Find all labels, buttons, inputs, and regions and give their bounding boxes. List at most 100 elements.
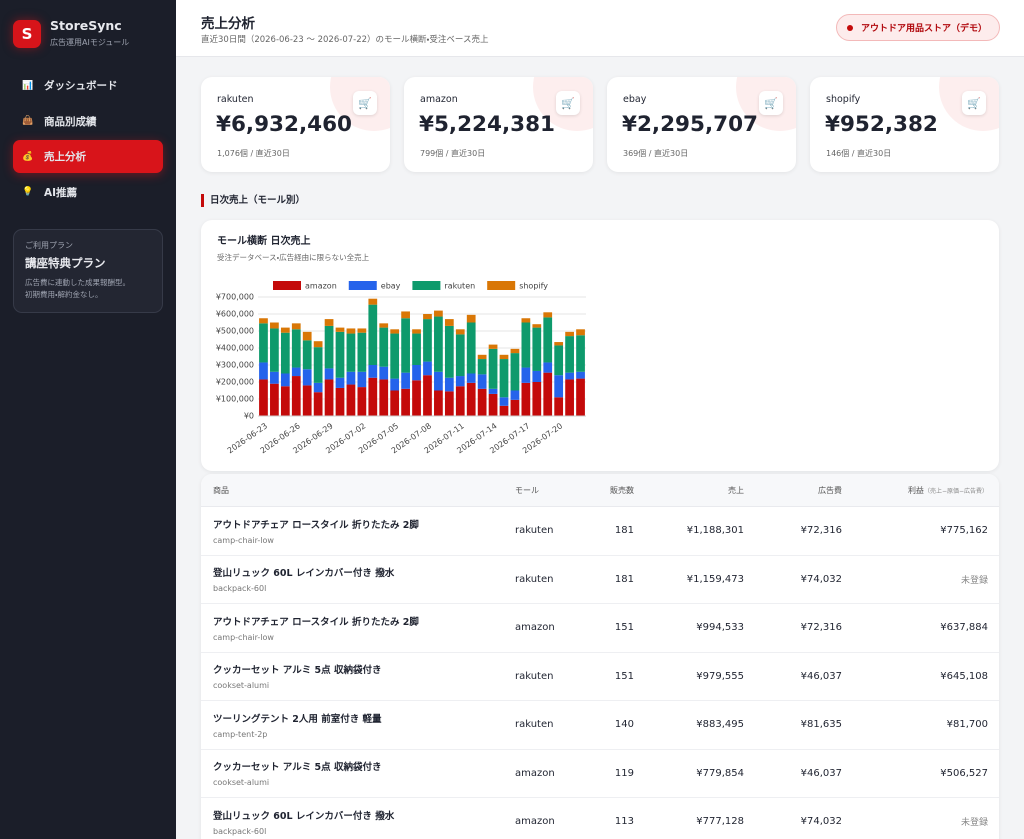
bar-segment: [401, 388, 410, 416]
kpi-sub: 146個 / 直近30日: [826, 149, 892, 158]
product-sku: camp-chair-low: [213, 632, 274, 642]
bar-segment: [302, 369, 312, 386]
product-name: アウトドアチェア ロースタイル 折りたたみ 2脚: [213, 616, 419, 628]
bar-segment: [291, 329, 301, 368]
profit-cell: ¥645,108: [940, 670, 988, 682]
store-badge[interactable]: アウトドア用品ストア（デモ）: [835, 14, 1000, 41]
bar-segment: [543, 317, 553, 363]
bar-segment: [324, 379, 334, 416]
bar-segment: [543, 362, 553, 373]
bar-segment: [280, 327, 290, 333]
mall-cell: amazon: [515, 816, 555, 828]
bar-segment: [357, 328, 367, 333]
bar-segment: [532, 382, 542, 416]
table-row: アウトドアチェア ロースタイル 折りたたみ 2脚 camp-chair-low ra…: [201, 507, 999, 556]
chart-subtitle: 受注データベース・広告経由に限らない全売上: [217, 252, 370, 262]
product-cell: アウトドアチェア ロースタイル 折りたたみ 2脚 camp-chair-low: [213, 614, 515, 642]
y-tick-label: ¥200,000: [216, 378, 254, 387]
chart-card: モール横断 日次売上 受注データベース・広告経由に限らない全売上 ¥0 ¥100,…: [201, 220, 999, 471]
table-row: アウトドアチェア ロースタイル 折りたたみ 2脚 camp-chair-low am…: [201, 604, 999, 653]
nav-item[interactable]: 💰 売上分析: [13, 140, 163, 173]
table-row: 登山リュック 60L レインカバー付き 撥水 backpack-60l amazon…: [201, 798, 999, 839]
bar-segment: [313, 347, 323, 383]
bar-segment: [444, 377, 454, 392]
product-cell: アウトドアチェア ロースタイル 折りたたみ 2脚 camp-chair-low: [213, 517, 515, 545]
bar-segment: [488, 344, 498, 349]
y-tick-label: ¥100,000: [216, 395, 254, 404]
bar-segment: [280, 386, 290, 416]
bar-segment: [270, 371, 279, 384]
ad-cell: ¥46,037: [800, 670, 842, 682]
kpi-mall: shopify: [826, 94, 861, 105]
qty-cell: 151: [614, 622, 634, 634]
bar-segment: [401, 372, 410, 389]
product-name: アウトドアチェア ロースタイル 折りたたみ 2脚: [213, 519, 419, 531]
bar-segment: [259, 379, 268, 416]
profit-cell: 未登録: [960, 818, 988, 829]
bar-segment: [499, 397, 509, 406]
bar-segment: [455, 329, 465, 335]
nav: 📊 ダッシュボード 👜 商品別成績 💰 売上分析 💡 AI推薦: [13, 69, 163, 211]
bar-segment: [379, 323, 389, 328]
kpi-value: ¥2,295,707: [622, 112, 759, 137]
bar-segment: [423, 375, 432, 416]
bar-segment: [368, 377, 378, 416]
sales-cell: ¥883,495: [696, 719, 744, 731]
nav-item[interactable]: 📊 ダッシュボード: [13, 69, 163, 102]
ad-cell: ¥72,316: [800, 525, 842, 537]
bar-segment: [357, 332, 367, 372]
kpi-mall: amazon: [420, 94, 458, 105]
product-sku: camp-chair-low: [213, 535, 274, 545]
bar-segment: [423, 319, 432, 362]
kpi-card: 🛒 shopify ¥952,382 146個 / 直近30日: [810, 77, 999, 172]
column-header: 利益（売上−原価−広告費）: [907, 485, 988, 495]
page-subtitle: 直近30日間（2026-06-23 〜 2026-07-22）のモール横断・受注…: [201, 35, 489, 45]
product-name: クッカーセット アルミ 5点 収納袋付き: [213, 762, 382, 774]
ad-cell: ¥81,635: [800, 719, 842, 731]
legend-swatch: [273, 281, 301, 290]
kpi-value: ¥5,224,381: [419, 112, 556, 137]
kpi-value: ¥6,932,460: [216, 112, 353, 137]
bar-segment: [543, 372, 553, 416]
sales-cell: ¥1,159,473: [686, 573, 744, 585]
nav-item[interactable]: 💡 AI推薦: [13, 176, 163, 209]
sales-cell: ¥994,533: [696, 622, 744, 634]
bar-segment: [401, 318, 410, 373]
legend-swatch: [348, 281, 377, 290]
bar-segment: [543, 312, 553, 318]
bar-segment: [455, 376, 465, 387]
ad-cell: ¥74,032: [800, 816, 842, 828]
section-title: 日次売上（モール別）: [201, 194, 305, 207]
nav-icon: 💡: [22, 187, 34, 197]
kpi-sub: 799個 / 直近30日: [420, 149, 486, 158]
bar-segment: [423, 361, 432, 376]
legend-swatch: [412, 281, 441, 290]
bar-segment: [412, 333, 421, 365]
bar-segment: [488, 388, 498, 394]
bar-segment: [532, 370, 542, 382]
bar-segment: [488, 393, 498, 416]
plan-box: ご利用プラン 講座特典プラン 広告費に連動した成果報酬型。 初期費用・解約金なし…: [13, 229, 163, 313]
kpi-card: 🛒 ebay ¥2,295,707 369個 / 直近30日: [607, 77, 796, 172]
product-name: クッカーセット アルミ 5点 収納袋付き: [213, 665, 382, 677]
column-note: （売上−原価−広告費）: [923, 487, 988, 495]
table-row: クッカーセット アルミ 5点 収納袋付き cookset-alumi amazon 1…: [201, 750, 999, 798]
bar-segment: [313, 392, 323, 416]
bar-segment: [532, 327, 542, 371]
nav-item[interactable]: 👜 商品別成績: [13, 105, 163, 138]
page-title: 売上分析: [201, 16, 255, 32]
y-tick-label: ¥300,000: [216, 361, 254, 370]
bar-segment: [554, 342, 564, 346]
profit-cell: ¥506,527: [940, 767, 988, 779]
bar-segment: [510, 353, 520, 391]
bar-segment: [434, 371, 443, 391]
product-sku: camp-tent-2p: [213, 729, 268, 739]
brand-name: StoreSync: [50, 18, 122, 33]
bar-segment: [280, 373, 290, 387]
brand-tagline: 広告運用AIモジュール: [50, 38, 130, 47]
sales-cell: ¥1,188,301: [686, 525, 744, 537]
bar-segment: [302, 331, 312, 341]
bar-segment: [346, 328, 356, 334]
product-sku: backpack-60l: [213, 584, 267, 594]
